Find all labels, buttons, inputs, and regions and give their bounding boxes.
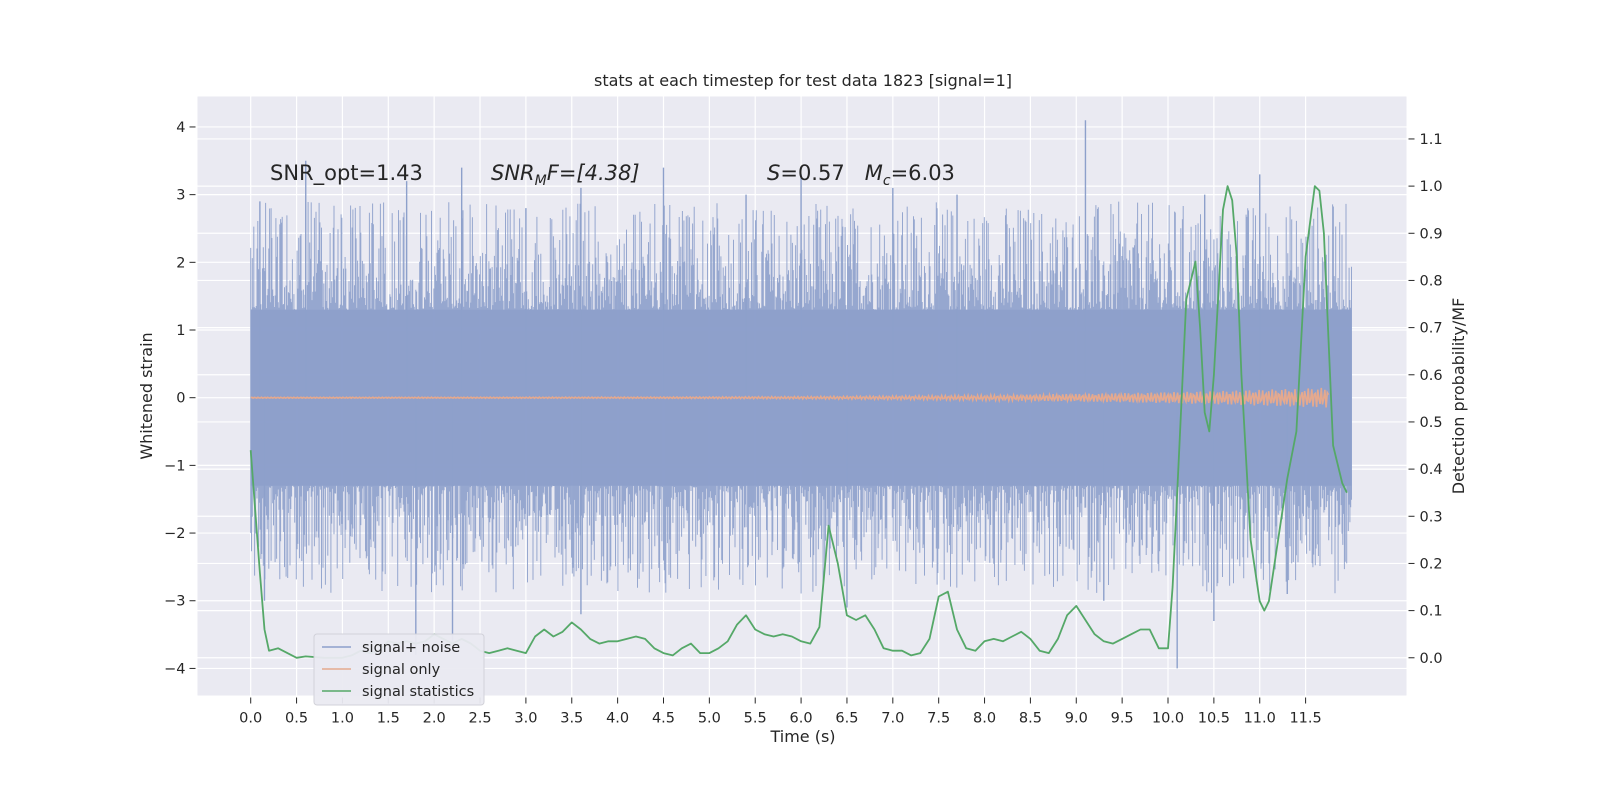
x-axis-label: Time (s) [769,727,835,746]
y-tick-label: 3 [176,188,185,204]
y-tick-label: 1 [176,323,185,339]
legend-box [313,633,485,706]
x-tick-label: 11.0 [1244,711,1276,727]
legend-label-signal-statistics: signal statistics [362,684,474,700]
annotation-snr-opt: SNR_opt=1.43 [270,161,423,186]
y2-tick-label: 1.1 [1420,132,1443,148]
x-tick-label: 6.5 [835,711,858,727]
y2-tick-label: 0.7 [1420,321,1443,337]
annotation-snr-mf-base: SNR [491,161,535,185]
y2-tick-label: 0.1 [1420,604,1443,620]
legend: signal+ noise signal only signal statist… [313,633,485,706]
x-tick-label: 1.5 [377,711,400,727]
y-tick-label: 2 [176,255,185,271]
x-tick-label: 3.0 [514,711,537,727]
x-tick-label: 10.5 [1198,711,1230,727]
x-tick-label: 2.5 [468,711,491,727]
x-tick-label: 8.0 [973,711,996,727]
y-tick-label: −1 [164,458,185,474]
legend-label-signal-noise: signal+ noise [362,640,460,656]
x-tick-label: 1.0 [331,711,354,727]
y2-tick-label: 0.6 [1420,368,1443,384]
y-axis-ticks: −4 −3 −2 −1 0 1 2 3 4 [164,120,196,677]
annotation-mc-symbol: M [865,161,883,185]
signal-only-series [250,387,1330,408]
x-tick-label: 0.0 [239,711,262,727]
x-tick-label: 9.0 [1065,711,1088,727]
y2-tick-label: 0.2 [1420,556,1443,572]
x-tick-label: 6.0 [790,711,813,727]
y-tick-label: −4 [164,661,185,677]
y2-axis-ticks: 0.0 0.1 0.2 0.3 0.4 0.5 0.6 0.7 0.8 0.9 1.0 1.1 [1408,132,1443,667]
annotation-snr-mf-value: F=[4.38] [547,161,640,185]
y2-axis-label: Detection probability/MF [1449,298,1468,495]
x-tick-label: 4.5 [652,711,675,727]
x-tick-label: 4.0 [606,711,629,727]
y-tick-label: −3 [164,594,185,610]
annotation-snr-mf-sub: M [535,173,547,189]
x-tick-label: 9.5 [1111,711,1134,727]
x-axis-ticks: 0.0 0.5 1.0 1.5 2.0 2.5 3.0 3.5 4.0 4.5 5.0 5.5 6.0 6… [239,697,1322,727]
annotation-mc-sub: c [883,173,891,189]
annotation-s-symbol: S [767,161,780,185]
y2-tick-label: 0.9 [1420,226,1443,242]
y2-tick-label: 1.0 [1420,179,1443,195]
y-tick-label: −2 [164,526,185,542]
x-tick-label: 5.0 [698,711,721,727]
x-tick-label: 0.5 [285,711,308,727]
x-tick-label: 2.0 [423,711,446,727]
chart-title: stats at each timestep for test data 182… [594,71,1012,90]
x-tick-label: 8.5 [1019,711,1042,727]
y-tick-label: 0 [176,391,185,407]
x-tick-label: 11.5 [1289,711,1321,727]
y2-tick-label: 0.5 [1420,415,1443,431]
annotation-s-value: =0.57 [780,161,864,185]
x-tick-label: 5.5 [744,711,767,727]
annotation-snr-mf: SNRMF=[4.38] [491,161,640,189]
y2-tick-label: 0.8 [1420,273,1443,289]
y-axis-label: Whitened strain [137,332,156,459]
y2-tick-label: 0.3 [1420,509,1443,525]
y2-tick-label: 0.4 [1420,462,1443,478]
legend-label-signal-only: signal only [362,662,441,678]
x-tick-label: 10.0 [1152,711,1184,727]
y-tick-label: 4 [176,120,185,136]
x-tick-label: 3.5 [560,711,583,727]
noise-trace [250,201,1352,594]
annotation-s-mc: S=0.57 Mc=6.03 [767,161,955,189]
y2-tick-label: 0.0 [1420,651,1443,667]
x-tick-label: 7.5 [927,711,950,727]
annotation-mc-value: =6.03 [891,161,955,185]
chirp-line [250,387,1330,408]
x-tick-label: 7.0 [881,711,904,727]
